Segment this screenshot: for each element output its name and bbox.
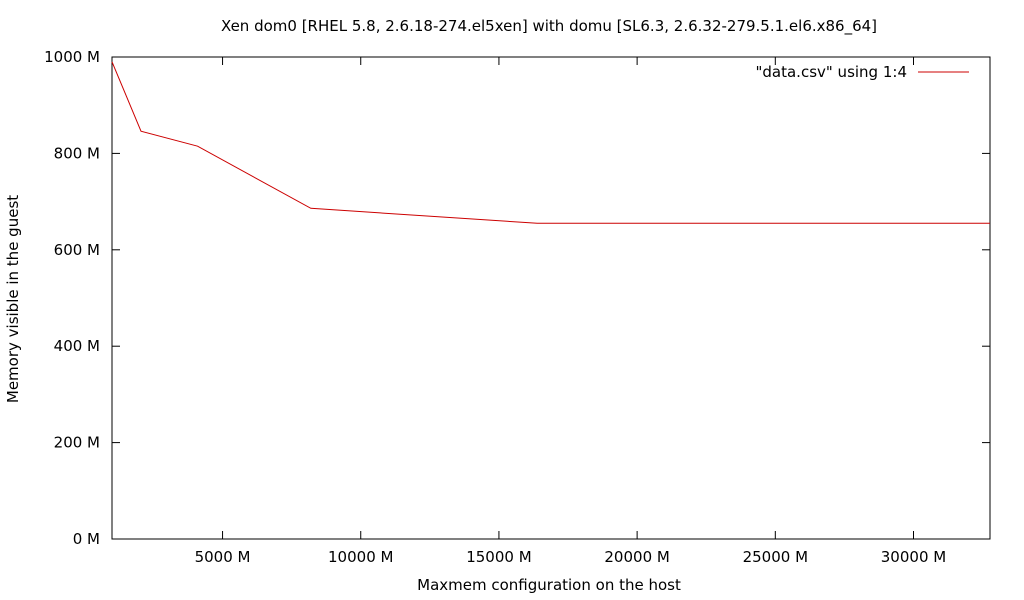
x-axis-label: Maxmem configuration on the host [417, 576, 681, 594]
plot-area-frame [111, 56, 991, 540]
x-tick-label: 20000 M [604, 548, 669, 566]
x-tick-label: 30000 M [881, 548, 946, 566]
x-tick-label: 5000 M [195, 548, 251, 566]
y-axis-label: Memory visible in the guest [4, 195, 22, 403]
x-tick-label: 10000 M [328, 548, 393, 566]
legend: "data.csv" using 1:4 [756, 63, 969, 81]
chart-title: Xen dom0 [RHEL 5.8, 2.6.18-274.el5xen] w… [221, 17, 877, 36]
x-tick-label: 25000 M [743, 548, 808, 566]
y-axis: 0 M 200 M 400 M 600 M 800 M 1000 M [44, 48, 990, 548]
x-axis: 5000 M 10000 M 15000 M 20000 M 25000 M 30000 … [195, 57, 946, 566]
y-tick-label: 200 M [54, 434, 100, 452]
series-layer [111, 61, 990, 224]
y-tick-label: 800 M [54, 144, 100, 162]
x-tick-label: 15000 M [466, 548, 531, 566]
y-tick-label: 1000 M [44, 48, 100, 66]
y-tick-label: 0 M [73, 530, 100, 548]
legend-entry-label: "data.csv" using 1:4 [756, 63, 908, 81]
series-line [111, 61, 990, 224]
y-tick-label: 600 M [54, 241, 100, 259]
y-tick-label: 400 M [54, 337, 100, 355]
